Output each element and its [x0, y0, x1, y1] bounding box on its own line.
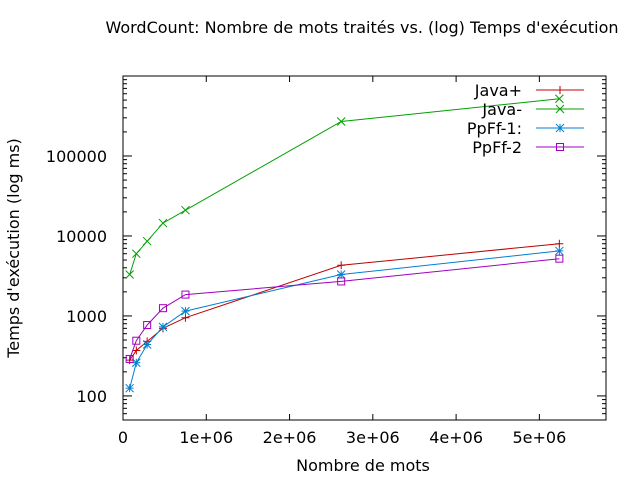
x-tick-label: 3e+06	[346, 428, 400, 447]
data-point	[181, 306, 190, 316]
y-tick-label: 1000	[66, 307, 107, 326]
axes: 0 1e+06 2e+06 3e+06 4e+06 5e+06 100 1000 10000 10…	[46, 76, 606, 447]
data-point	[125, 383, 135, 393]
data-point	[125, 270, 135, 279]
legend-marker	[556, 143, 564, 151]
chart-title: WordCount: Nombre de mots traités vs. (l…	[105, 18, 618, 37]
data-point	[181, 205, 190, 215]
x-tick-label: 0	[118, 428, 128, 447]
y-tick-label: 10000	[56, 227, 107, 246]
data-point	[336, 270, 346, 279]
data-point	[131, 358, 141, 368]
series-line	[129, 243, 560, 361]
data-point	[555, 94, 564, 104]
data-point	[555, 254, 564, 263]
data-point	[337, 261, 346, 270]
data-point	[158, 218, 168, 228]
data-point	[158, 322, 168, 332]
series-layer	[125, 94, 564, 393]
data-point	[132, 346, 141, 355]
series-2	[125, 246, 564, 393]
data-point	[181, 290, 190, 299]
x-tick-label: 1e+06	[179, 428, 233, 447]
data-point	[142, 236, 152, 246]
y-tick-label: 100	[76, 387, 107, 406]
data-point	[125, 354, 134, 363]
data-point	[142, 340, 152, 349]
data-point	[336, 117, 346, 126]
x-axis-label: Nombre de mots	[296, 456, 430, 475]
data-point	[143, 321, 152, 330]
data-point	[158, 304, 167, 313]
x-tick-label: 2e+06	[263, 428, 317, 447]
plot-frame	[122, 75, 607, 421]
data-point	[555, 246, 564, 256]
x-tick-label: 5e+06	[512, 428, 566, 447]
data-point	[337, 277, 346, 286]
series-0	[125, 239, 564, 365]
legend: Java+Java-PpFf-1:PpFf-2	[467, 81, 584, 157]
data-point	[131, 249, 141, 259]
data-point	[555, 239, 564, 248]
legend-marker	[556, 86, 564, 94]
y-axis-label: Temps d'exécution (log ms)	[4, 138, 23, 359]
legend-label: Java-	[481, 100, 522, 119]
x-tick-label: 4e+06	[429, 428, 483, 447]
legend-marker	[555, 104, 565, 114]
series-line	[129, 258, 560, 360]
y-tick-label: 100000	[46, 147, 107, 166]
legend-label: Java+	[474, 81, 522, 100]
legend-label: PpFf-2	[472, 138, 522, 157]
series-3	[125, 254, 564, 363]
legend-marker	[555, 123, 565, 133]
legend-label: PpFf-1:	[467, 119, 522, 138]
data-point	[132, 336, 141, 345]
series-1	[125, 94, 564, 279]
